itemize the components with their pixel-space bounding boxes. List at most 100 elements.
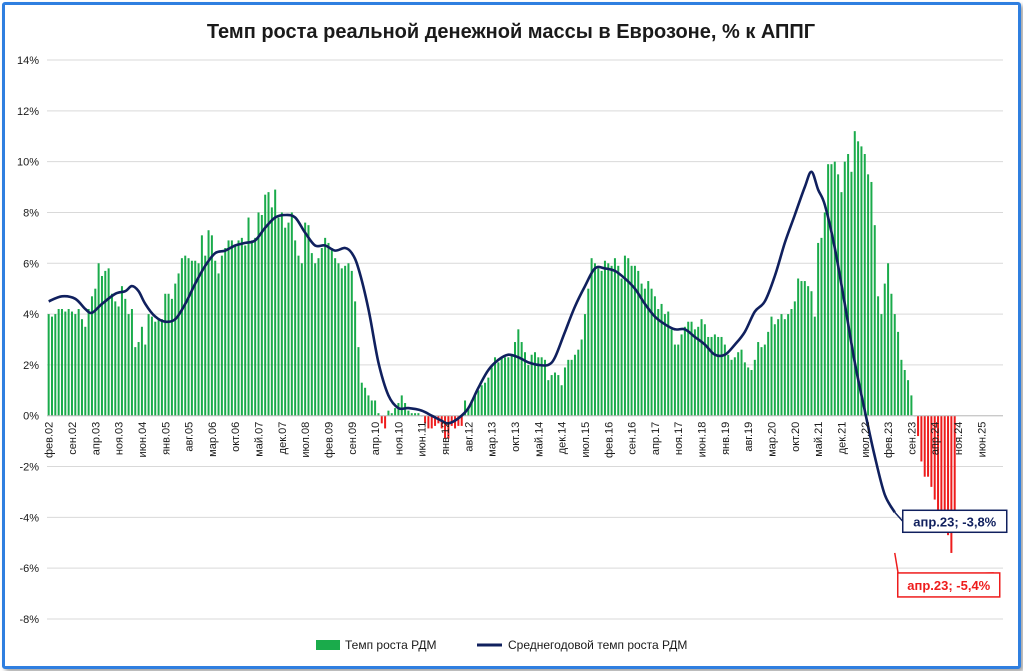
bar bbox=[520, 342, 523, 416]
bar bbox=[883, 283, 886, 416]
bar bbox=[773, 324, 776, 416]
bar bbox=[194, 260, 197, 416]
bar bbox=[127, 314, 130, 416]
bar bbox=[360, 382, 363, 416]
bar bbox=[130, 309, 133, 416]
x-tick-label: апр.03 bbox=[90, 422, 102, 455]
bar bbox=[147, 314, 150, 416]
bar bbox=[693, 329, 696, 416]
bar bbox=[640, 283, 643, 416]
bar bbox=[893, 314, 896, 416]
y-tick-label: -6% bbox=[19, 563, 39, 575]
bar bbox=[860, 146, 863, 416]
bar bbox=[850, 171, 853, 416]
bar bbox=[937, 415, 940, 533]
bar bbox=[374, 400, 377, 416]
bar bbox=[630, 265, 633, 416]
bar bbox=[737, 352, 740, 416]
bar bbox=[387, 410, 390, 416]
bar bbox=[190, 260, 193, 416]
bar bbox=[524, 352, 526, 416]
bar bbox=[940, 415, 943, 533]
bar bbox=[287, 222, 290, 416]
bar bbox=[174, 283, 177, 416]
bar bbox=[460, 415, 463, 426]
bar bbox=[833, 161, 836, 416]
x-tick-label: май.07 bbox=[254, 422, 266, 457]
bar bbox=[933, 415, 936, 500]
bar bbox=[627, 258, 630, 416]
bar bbox=[90, 296, 93, 416]
bar bbox=[870, 181, 873, 416]
bar bbox=[570, 359, 573, 416]
bar bbox=[780, 314, 783, 416]
y-tick-label: 0% bbox=[23, 411, 39, 423]
bar bbox=[324, 237, 327, 416]
bar bbox=[467, 408, 470, 416]
y-tick-label: -8% bbox=[19, 614, 39, 626]
x-tick-label: авг.05 bbox=[184, 422, 196, 452]
x-tick-label: июн.25 bbox=[976, 422, 988, 458]
y-tick-label: -2% bbox=[19, 462, 39, 474]
x-tick-label: ноя.24 bbox=[953, 422, 965, 455]
bar bbox=[633, 265, 636, 416]
bar bbox=[573, 354, 576, 416]
bar bbox=[497, 362, 500, 416]
bar bbox=[320, 248, 323, 416]
bar bbox=[597, 268, 600, 416]
bar bbox=[763, 344, 766, 416]
x-tick-label: фев.09 bbox=[324, 422, 336, 458]
bar bbox=[867, 174, 870, 416]
y-tick-label: 8% bbox=[23, 207, 39, 219]
bar bbox=[350, 270, 353, 416]
annotation-box bbox=[901, 509, 1008, 534]
bar bbox=[787, 314, 790, 416]
bar bbox=[160, 319, 163, 416]
bar bbox=[390, 413, 393, 416]
bar bbox=[430, 415, 433, 429]
x-tick-label: янв.05 bbox=[160, 422, 172, 455]
x-tick-label: авг.19 bbox=[743, 422, 755, 452]
bar bbox=[67, 309, 70, 416]
chart-title: Темп роста реальной денежной массы в Евр… bbox=[207, 21, 815, 43]
bar bbox=[637, 270, 640, 416]
bar-series bbox=[47, 131, 956, 553]
bar bbox=[357, 347, 360, 416]
bar bbox=[207, 230, 210, 416]
bar bbox=[827, 164, 830, 416]
bar bbox=[777, 319, 780, 416]
bar bbox=[857, 141, 860, 416]
x-tick-label: мар.20 bbox=[767, 422, 779, 457]
bar bbox=[107, 268, 110, 416]
bar bbox=[943, 415, 946, 533]
x-tick-label: фев.23 bbox=[883, 422, 895, 458]
bar bbox=[260, 214, 263, 416]
bar bbox=[77, 309, 80, 416]
bar bbox=[284, 227, 287, 416]
bar bbox=[340, 268, 343, 416]
bar bbox=[767, 331, 770, 416]
annotation-label: апр.23; -5,4% bbox=[907, 578, 990, 593]
bar bbox=[587, 288, 590, 416]
x-tick-label: авг.12 bbox=[463, 422, 475, 452]
bar bbox=[647, 281, 650, 416]
bar bbox=[177, 273, 180, 416]
bar bbox=[740, 349, 743, 416]
bar bbox=[137, 342, 140, 416]
bar bbox=[427, 415, 430, 429]
bar bbox=[680, 334, 683, 416]
bar bbox=[527, 364, 530, 416]
bar bbox=[510, 354, 513, 416]
bar bbox=[450, 415, 453, 426]
x-tick-label: июн.11 bbox=[417, 422, 429, 457]
line-series bbox=[48, 170, 896, 513]
bar bbox=[470, 400, 473, 416]
x-tick-label: янв.12 bbox=[440, 422, 452, 455]
bar bbox=[673, 344, 676, 416]
bar bbox=[57, 309, 60, 416]
bar bbox=[863, 154, 866, 416]
bar bbox=[660, 303, 663, 416]
bar bbox=[267, 192, 270, 416]
bar bbox=[537, 357, 540, 416]
bar bbox=[424, 415, 427, 424]
